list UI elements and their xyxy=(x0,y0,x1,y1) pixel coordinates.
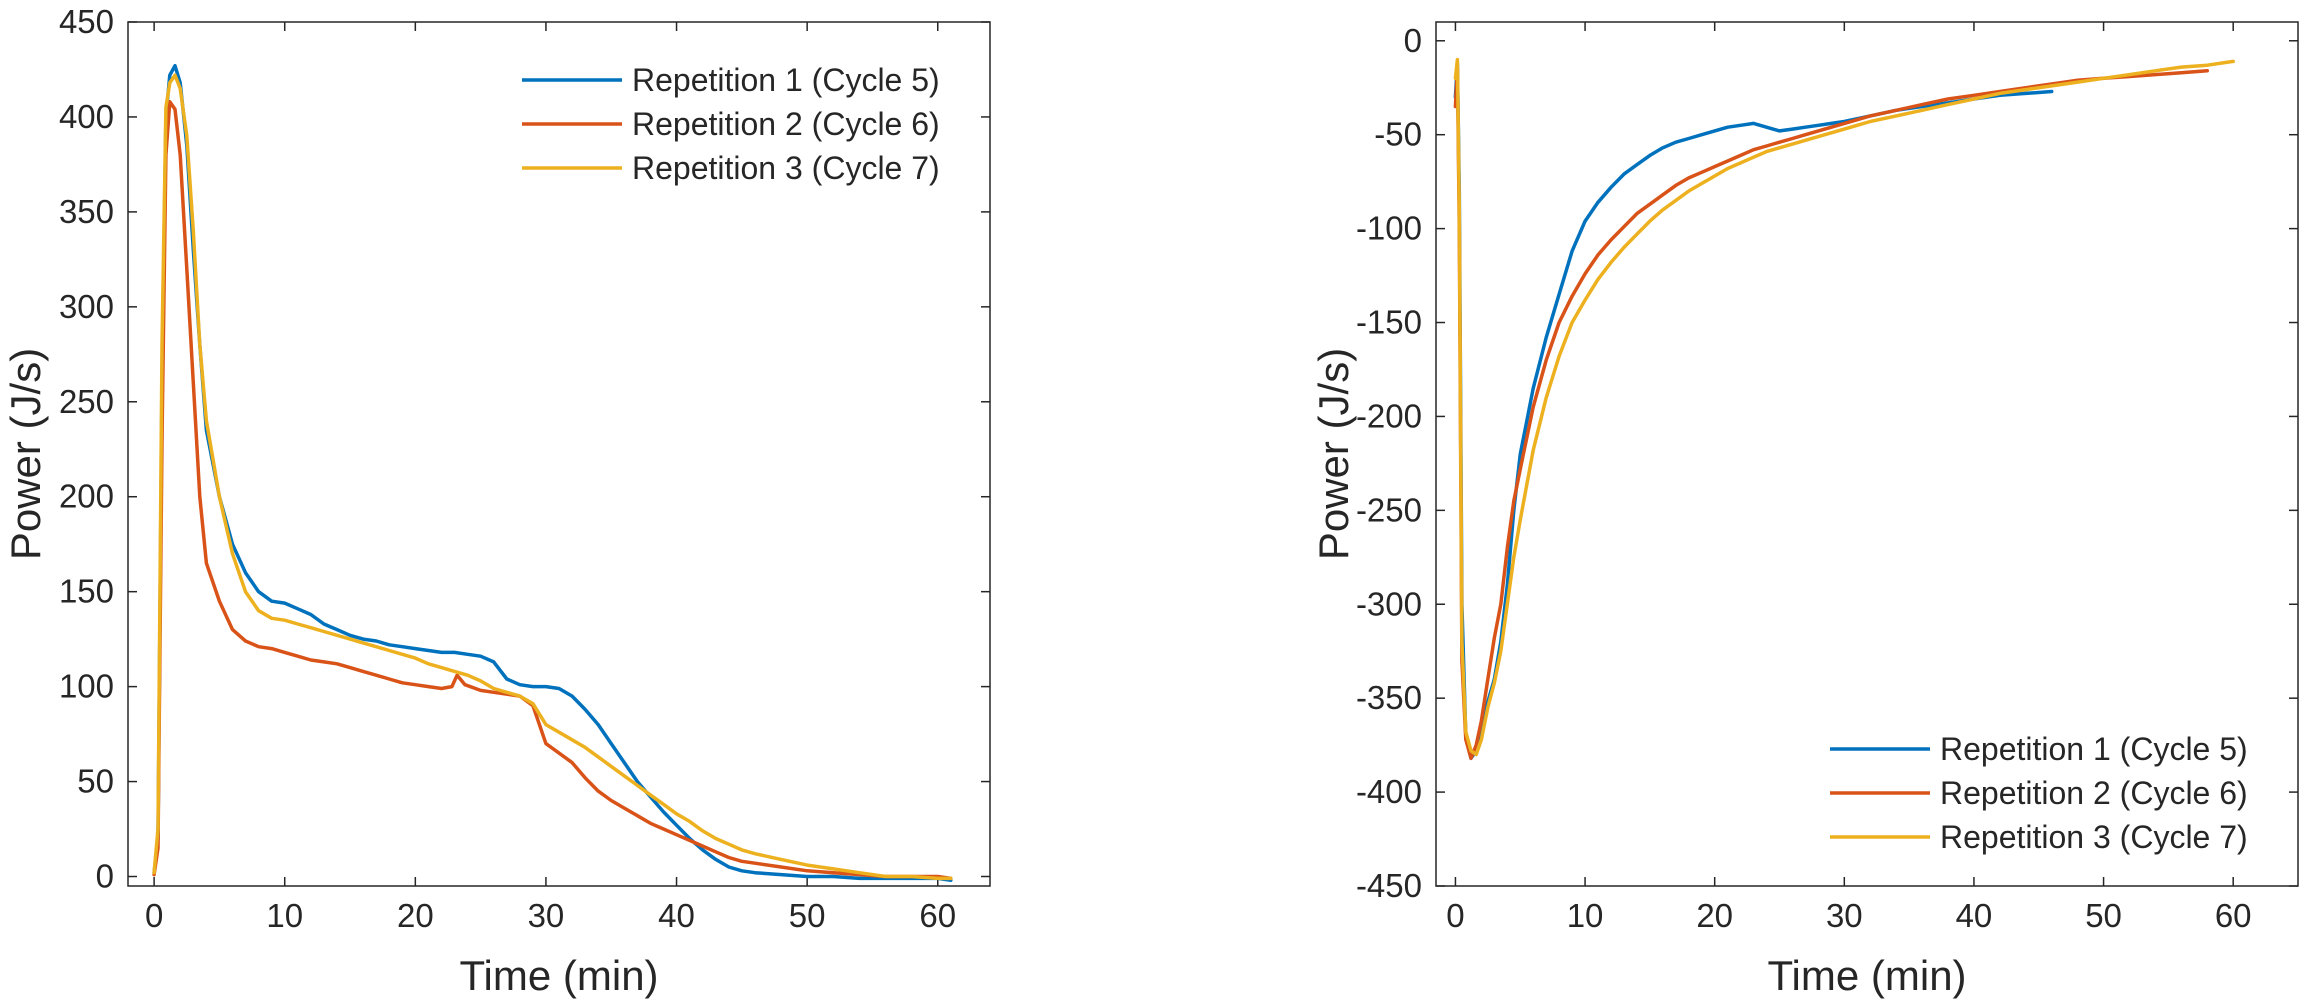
plot-area-frame xyxy=(127,21,991,887)
y-tick-label: 150 xyxy=(59,573,114,610)
y-tick-label: 300 xyxy=(59,288,114,325)
series-line-2 xyxy=(152,100,953,881)
y-tick-label: 350 xyxy=(59,193,114,230)
x-tick-label: 60 xyxy=(2215,897,2252,934)
y-tick-label: -50 xyxy=(1374,116,1422,153)
y-tick-label: -250 xyxy=(1356,491,1422,528)
x-axis-label: Time (min) xyxy=(1767,952,1966,999)
legend: Repetition 1 (Cycle 5) Repetition 2 (Cycl… xyxy=(1830,727,2280,859)
y-tick-label: 450 xyxy=(59,3,114,40)
y-tick-label: -400 xyxy=(1356,773,1422,810)
legend: Repetition 1 (Cycle 5) Repetition 2 (Cycl… xyxy=(522,58,972,190)
y-axis-label: Power (J/s) xyxy=(1310,348,1357,560)
legend-label-1: Repetition 1 (Cycle 5) xyxy=(632,62,940,98)
y-tick-label: 0 xyxy=(96,858,114,895)
legend-label-3: Repetition 3 (Cycle 7) xyxy=(1940,819,2248,855)
x-axis-label: Time (min) xyxy=(459,952,658,999)
series-line-1 xyxy=(1453,61,2054,761)
legend-label-2: Repetition 2 (Cycle 6) xyxy=(632,106,940,142)
y-tick-label: 200 xyxy=(59,478,114,515)
x-tick-label: 20 xyxy=(397,897,434,934)
plot-area-frame xyxy=(1435,21,2299,887)
x-tick-label: 0 xyxy=(1446,897,1464,934)
x-tick-label: 40 xyxy=(658,897,695,934)
series-line-2 xyxy=(1453,67,2210,761)
y-tick-label: -100 xyxy=(1356,210,1422,247)
y-tick-label: 0 xyxy=(1404,22,1422,59)
y-tick-label: -200 xyxy=(1356,397,1422,434)
legend-label-1: Repetition 1 (Cycle 5) xyxy=(1940,731,2248,767)
x-tick-label: 10 xyxy=(1567,897,1604,934)
y-tick-label: -450 xyxy=(1356,867,1422,904)
y-axis-label: Power (J/s) xyxy=(2,348,49,560)
y-tick-label: -300 xyxy=(1356,585,1422,622)
y-tick-label: -150 xyxy=(1356,304,1422,341)
series-line-3 xyxy=(1453,57,2235,757)
x-tick-label: 60 xyxy=(919,897,956,934)
y-tick-label: -350 xyxy=(1356,679,1422,716)
series-line-3 xyxy=(152,73,953,881)
x-tick-label: 40 xyxy=(1956,897,1993,934)
x-tick-label: 50 xyxy=(789,897,826,934)
x-tick-label: 10 xyxy=(266,897,303,934)
y-tick-label: 50 xyxy=(77,763,114,800)
legend-label-3: Repetition 3 (Cycle 7) xyxy=(632,150,940,186)
chart-panel-2: 0 10 20 30 40 50 60 0 -50 -100 -150 -200 -250 -300 -35… xyxy=(1310,21,2299,999)
x-tick-label: 0 xyxy=(145,897,163,934)
y-tick-label: 100 xyxy=(59,668,114,705)
y-tick-label: 400 xyxy=(59,98,114,135)
x-tick-label: 30 xyxy=(1826,897,1863,934)
chart-panel-1: 0 10 20 30 40 50 60 0 50 100 150 200 250 300 350 400 450… xyxy=(2,3,991,999)
x-tick-label: 30 xyxy=(528,897,565,934)
x-tick-label: 20 xyxy=(1696,897,1733,934)
x-tick-label: 50 xyxy=(2085,897,2122,934)
legend-label-2: Repetition 2 (Cycle 6) xyxy=(1940,775,2248,811)
y-tick-label: 250 xyxy=(59,383,114,420)
